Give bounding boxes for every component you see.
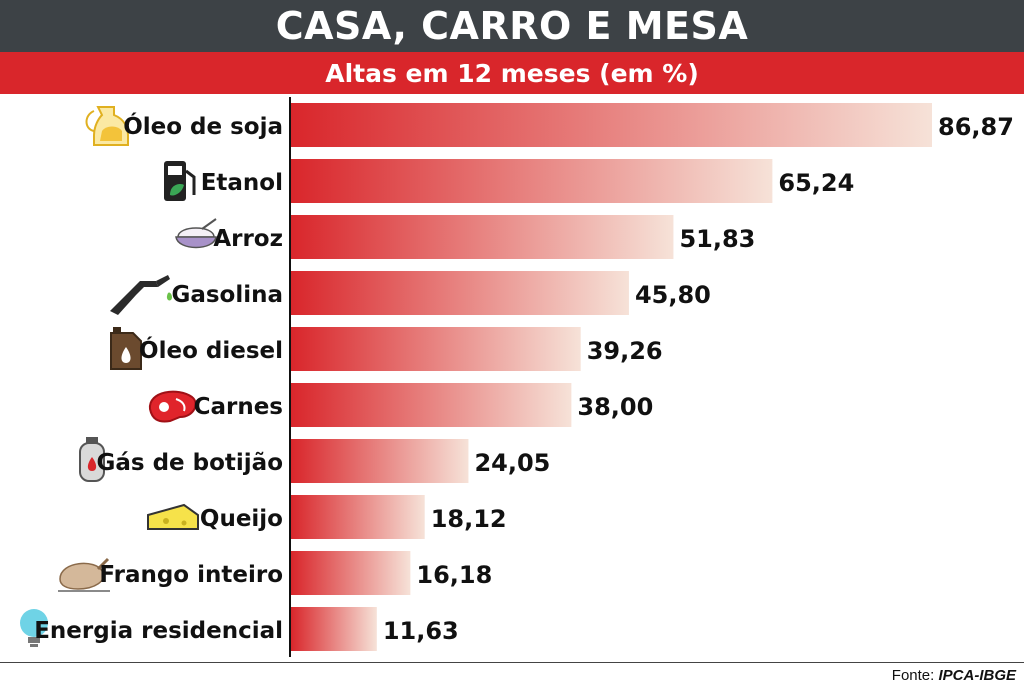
bar: [291, 495, 425, 539]
value-label: 51,83: [679, 225, 755, 253]
light-bulb-icon: [20, 609, 48, 647]
source-label: Fonte:: [891, 667, 935, 684]
ethanol-pump-icon: [164, 161, 196, 201]
oil-bottle-icon: [85, 106, 129, 146]
roast-chicken-icon: [58, 557, 110, 592]
bar: [291, 103, 932, 147]
category-label: Óleo de soja: [123, 112, 283, 140]
value-label: 65,24: [778, 169, 854, 197]
chart-subtitle: Altas em 12 meses (em %): [0, 52, 1024, 94]
footer-divider: [0, 662, 1024, 663]
category-label: Frango inteiro: [99, 562, 283, 588]
bar: [291, 383, 572, 427]
chart-title: CASA, CARRO E MESA: [0, 0, 1024, 52]
value-label: 86,87: [938, 113, 1014, 141]
category-label: Etanol: [201, 170, 283, 196]
category-label: Energia residencial: [34, 618, 283, 644]
bar: [291, 551, 411, 595]
bar: [291, 271, 629, 315]
bar: [291, 439, 469, 483]
gas-cylinder-icon: [79, 437, 105, 482]
fuel-nozzle-icon: [110, 275, 172, 315]
category-label: Carnes: [194, 394, 283, 420]
category-label: Gás de botijão: [96, 450, 283, 476]
category-label: Queijo: [200, 506, 283, 532]
meat-steak-icon: [148, 390, 197, 423]
cheese-icon: [147, 503, 199, 530]
value-label: 18,12: [431, 505, 507, 533]
value-label: 45,80: [635, 281, 711, 309]
rice-bowl-icon: [175, 218, 217, 249]
bar: [291, 159, 773, 203]
category-label: Gasolina: [171, 282, 283, 308]
value-label: 38,00: [577, 393, 653, 421]
source-credit: Fonte: IPCA-IBGE: [892, 667, 1016, 684]
value-label: 39,26: [587, 337, 663, 365]
bar: [291, 607, 377, 651]
source-value: IPCA-IBGE: [938, 667, 1016, 684]
diesel-can-icon: [110, 327, 142, 370]
value-label: 11,63: [383, 617, 459, 645]
bar: [291, 327, 581, 371]
category-axis-line: [289, 97, 291, 657]
category-label: Óleo diesel: [139, 336, 283, 364]
bar: [291, 215, 674, 259]
value-label: 16,18: [416, 561, 492, 589]
value-label: 24,05: [474, 449, 550, 477]
category-label: Arroz: [213, 226, 283, 252]
